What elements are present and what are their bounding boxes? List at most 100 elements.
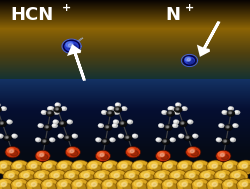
Circle shape (47, 165, 57, 172)
Circle shape (56, 160, 74, 174)
Circle shape (171, 139, 172, 140)
Circle shape (221, 110, 227, 115)
Circle shape (109, 112, 113, 115)
Circle shape (152, 184, 162, 189)
Circle shape (125, 136, 128, 139)
Circle shape (70, 175, 79, 182)
Circle shape (182, 165, 192, 172)
Circle shape (66, 120, 72, 124)
Circle shape (218, 123, 224, 128)
Circle shape (0, 135, 1, 136)
Circle shape (55, 175, 64, 182)
Circle shape (110, 108, 113, 110)
Circle shape (58, 134, 61, 136)
Circle shape (65, 146, 80, 158)
Circle shape (226, 164, 231, 168)
Circle shape (123, 170, 142, 184)
Circle shape (5, 136, 8, 139)
Circle shape (186, 58, 190, 61)
Circle shape (219, 174, 224, 177)
Circle shape (152, 165, 162, 172)
Circle shape (109, 108, 112, 110)
Circle shape (100, 175, 109, 182)
Circle shape (121, 183, 126, 186)
Circle shape (118, 162, 127, 168)
Circle shape (6, 137, 8, 138)
Circle shape (40, 175, 49, 182)
Circle shape (132, 134, 135, 136)
Circle shape (144, 174, 148, 177)
Circle shape (226, 127, 230, 130)
Circle shape (2, 165, 12, 172)
Circle shape (108, 112, 110, 114)
Circle shape (148, 180, 157, 187)
Circle shape (92, 184, 102, 189)
Circle shape (137, 165, 147, 172)
Circle shape (1, 106, 7, 111)
Circle shape (107, 111, 111, 114)
Circle shape (1, 123, 5, 126)
Circle shape (146, 160, 165, 174)
Circle shape (215, 150, 230, 162)
Circle shape (175, 112, 178, 114)
FancyArrow shape (198, 23, 218, 55)
Circle shape (77, 165, 87, 172)
Circle shape (13, 162, 22, 168)
Circle shape (138, 170, 157, 184)
Circle shape (0, 135, 2, 138)
Circle shape (115, 112, 118, 114)
Circle shape (188, 121, 192, 123)
Circle shape (48, 107, 50, 109)
Circle shape (181, 183, 186, 186)
Circle shape (190, 160, 210, 174)
Circle shape (226, 110, 234, 116)
Circle shape (222, 111, 224, 113)
Circle shape (4, 135, 12, 141)
Circle shape (107, 106, 113, 111)
Circle shape (188, 120, 190, 122)
Circle shape (220, 175, 229, 182)
Circle shape (176, 104, 180, 106)
Circle shape (5, 146, 20, 158)
Circle shape (124, 135, 132, 141)
Circle shape (101, 110, 107, 115)
Circle shape (238, 180, 247, 187)
Circle shape (56, 104, 58, 105)
Circle shape (114, 125, 116, 127)
Circle shape (166, 164, 171, 168)
Circle shape (136, 164, 141, 168)
Circle shape (109, 108, 110, 109)
Circle shape (145, 175, 154, 182)
Circle shape (159, 174, 164, 177)
Circle shape (188, 121, 190, 122)
Circle shape (206, 160, 225, 174)
Circle shape (35, 138, 41, 142)
Circle shape (17, 184, 27, 189)
Circle shape (28, 180, 37, 187)
Circle shape (49, 138, 55, 142)
Circle shape (70, 178, 90, 189)
Circle shape (234, 111, 237, 113)
Circle shape (114, 121, 116, 122)
Circle shape (0, 160, 14, 174)
Circle shape (37, 139, 38, 140)
Circle shape (3, 108, 6, 110)
Circle shape (69, 174, 73, 177)
Circle shape (1, 122, 3, 124)
Circle shape (96, 138, 98, 140)
Circle shape (187, 59, 193, 64)
Circle shape (174, 111, 177, 113)
Circle shape (93, 170, 112, 184)
Circle shape (45, 125, 48, 128)
Circle shape (102, 139, 106, 142)
Circle shape (224, 140, 226, 142)
Circle shape (127, 148, 134, 153)
Circle shape (108, 107, 110, 109)
Circle shape (13, 135, 15, 136)
Circle shape (119, 135, 121, 136)
Circle shape (118, 180, 127, 187)
Circle shape (169, 108, 170, 109)
Circle shape (100, 178, 119, 189)
Circle shape (187, 148, 194, 153)
Circle shape (227, 111, 231, 114)
